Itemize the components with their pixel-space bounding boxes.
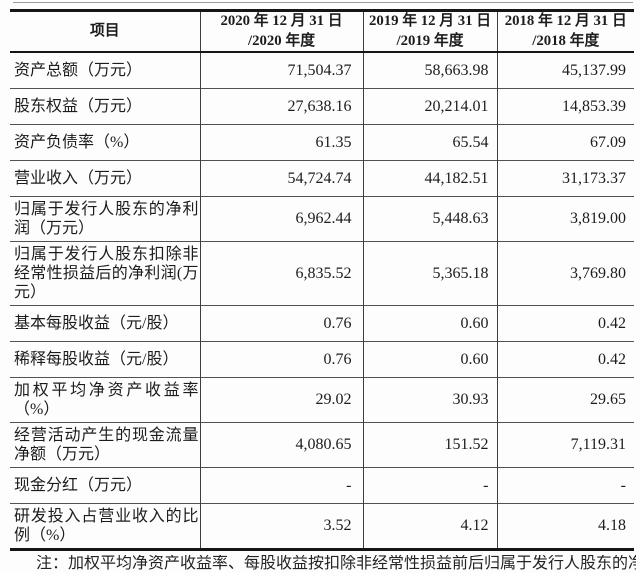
table-row: 经营活动产生的现金流量净额（万元） 4,080.65 151.52 7,119.… bbox=[10, 422, 634, 468]
table-row: 稀释每股收益（元/股） 0.76 0.60 0.42 bbox=[10, 341, 634, 378]
cell-value: 61.35 bbox=[200, 124, 364, 161]
cell-value: 3,819.00 bbox=[570, 210, 626, 227]
cell-value: 3,769.80 bbox=[570, 264, 626, 282]
row-label: 资产负债率（%） bbox=[10, 124, 201, 161]
column-header-2018: 2018 年 12 月 31 日 /2018 年度 bbox=[497, 10, 634, 53]
cell-value: 4,080.65 bbox=[200, 422, 364, 468]
table-row: 资产负债率（%） 61.35 65.54 67.09 bbox=[10, 124, 634, 161]
row-label: 经营活动产生的现金流量净额（万元） bbox=[10, 422, 201, 468]
cell-value: 6,962.44 bbox=[200, 196, 364, 242]
cell-value: 14,853.39 bbox=[562, 97, 626, 115]
cell-value: 0.76 bbox=[200, 341, 364, 378]
table-row: 现金分红（万元） - - - bbox=[10, 467, 634, 504]
row-label: 加权平均净资产收益率（%） bbox=[10, 377, 201, 423]
table-row: 资产总额（万元） 71,504.37 58,663.98 45,137.99 bbox=[10, 52, 634, 89]
column-header-item: 项目 bbox=[10, 10, 201, 53]
cell-value: 67.09 bbox=[590, 133, 626, 151]
footnote-text: 注：加权平均净资产收益率、每股收益按扣除非经常性损益前后归属于发行人股东的净利润… bbox=[36, 555, 636, 572]
cell-value: 0.60 bbox=[363, 305, 498, 342]
row-label: 股东权益（万元） bbox=[10, 88, 201, 125]
cell-value: 45,137.99 bbox=[562, 61, 626, 79]
row-label: 稀释每股收益（元/股） bbox=[10, 341, 201, 378]
cell-value: 4.18 bbox=[598, 517, 626, 534]
cell-value: - bbox=[363, 467, 498, 504]
cell-value: 58,663.98 bbox=[363, 52, 498, 89]
cell-value: 54,724.74 bbox=[200, 160, 364, 197]
row-label: 基本每股收益（元/股） bbox=[10, 305, 201, 342]
table-row: 归属于发行人股东的净利润（万元） 6,962.44 5,448.63 3,819… bbox=[10, 196, 634, 242]
cell-value: 65.54 bbox=[363, 124, 498, 161]
cell-value: 71,504.37 bbox=[200, 52, 364, 89]
cell-value: 0.42 bbox=[598, 350, 626, 368]
top-partial-rule bbox=[13, 2, 633, 3]
row-label: 现金分红（万元） bbox=[10, 467, 201, 504]
row-label: 资产总额（万元） bbox=[10, 52, 201, 89]
table-row: 股东权益（万元） 27,638.16 20,214.01 14,853.39 bbox=[10, 88, 634, 125]
cell-value: 30.93 bbox=[363, 377, 498, 423]
cell-value: 29.65 bbox=[590, 391, 626, 408]
cell-value: 5,448.63 bbox=[363, 196, 498, 242]
cell-value: 0.42 bbox=[598, 314, 626, 332]
cell-value: 7,119.31 bbox=[570, 436, 626, 453]
header-row: 项目 2020 年 12 月 31 日 /2020 年度 2019 年 12 月… bbox=[10, 10, 634, 53]
table-row: 研发投入占营业收入的比例（%） 3.52 4.12 4.18 bbox=[10, 503, 634, 550]
cell-value: 44,182.51 bbox=[363, 160, 498, 197]
cell-value: 4.12 bbox=[363, 503, 498, 550]
table-row: 加权平均净资产收益率（%） 29.02 30.93 29.65 bbox=[10, 377, 634, 423]
cell-value: 3.52 bbox=[200, 503, 364, 550]
column-header-2020: 2020 年 12 月 31 日 /2020 年度 bbox=[200, 10, 364, 53]
cell-value: 5,365.18 bbox=[363, 241, 498, 306]
financial-summary-table: 项目 2020 年 12 月 31 日 /2020 年度 2019 年 12 月… bbox=[10, 9, 634, 551]
row-label: 研发投入占营业收入的比例（%） bbox=[10, 503, 201, 550]
table-row: 营业收入（万元） 54,724.74 44,182.51 31,173.37 bbox=[10, 160, 634, 197]
table-row: 归属于发行人股东扣除非经常性损益后的净利润(万元） 6,835.52 5,365… bbox=[10, 241, 634, 306]
cell-value: 0.76 bbox=[200, 305, 364, 342]
cell-value: - bbox=[200, 467, 364, 504]
row-label: 营业收入（万元） bbox=[10, 160, 201, 197]
table-row: 基本每股收益（元/股） 0.76 0.60 0.42 bbox=[10, 305, 634, 342]
cell-value: 29.02 bbox=[200, 377, 364, 423]
cell-value: 151.52 bbox=[363, 422, 498, 468]
cell-value: 6,835.52 bbox=[200, 241, 364, 306]
column-header-2019: 2019 年 12 月 31 日 /2019 年度 bbox=[363, 10, 498, 53]
cell-value: 0.60 bbox=[363, 341, 498, 378]
cell-value: 20,214.01 bbox=[363, 88, 498, 125]
cell-value: - bbox=[620, 476, 626, 494]
row-label: 归属于发行人股东扣除非经常性损益后的净利润(万元） bbox=[10, 241, 201, 306]
cell-value: 31,173.37 bbox=[562, 169, 626, 187]
row-label: 归属于发行人股东的净利润（万元） bbox=[10, 196, 201, 242]
cell-value: 27,638.16 bbox=[200, 88, 364, 125]
